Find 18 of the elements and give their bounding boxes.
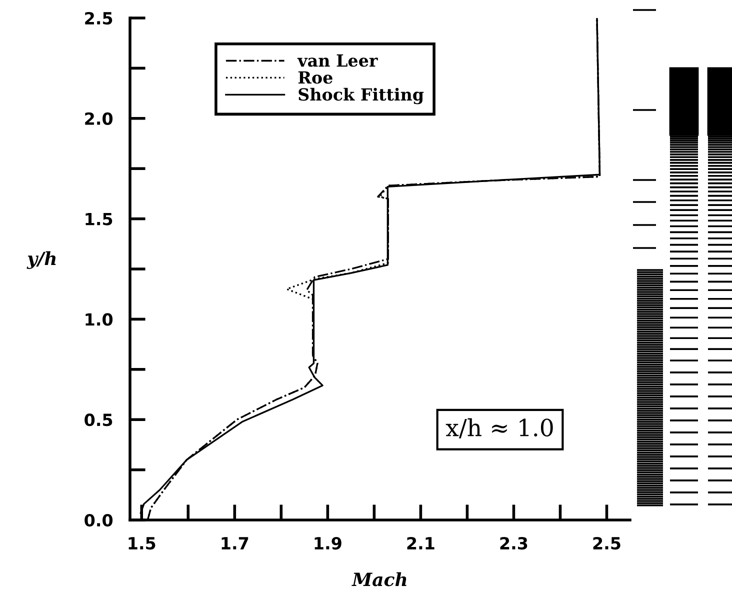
x-tick-label: 2.3: [500, 536, 528, 550]
x-axis-title: Mach: [352, 572, 406, 586]
y-axis-title: y/h: [26, 251, 56, 269]
x-tick-label: 1.9: [314, 536, 342, 550]
x-tick-label: 2.1: [407, 536, 434, 550]
x-tick-label: 1.5: [128, 537, 156, 550]
y-tick-label: 0.0: [84, 514, 113, 527]
y-tick-label: 1.5: [86, 212, 112, 226]
y-tick-label: 0.5: [84, 414, 112, 426]
y-tick-label: 1.0: [86, 313, 113, 326]
x-tick-label: 2.5: [593, 536, 620, 550]
x-tick-label: 1.7: [222, 537, 248, 550]
annotation: x/h ≈ 1.0: [446, 418, 553, 438]
y-tick-label: 2.0: [85, 112, 113, 125]
y-tick-label: 2.5: [85, 12, 112, 25]
legend-label: van Leer: [297, 54, 378, 67]
legend-label: Roe: [298, 71, 332, 84]
legend-label: Shock Fitting: [298, 88, 424, 104]
